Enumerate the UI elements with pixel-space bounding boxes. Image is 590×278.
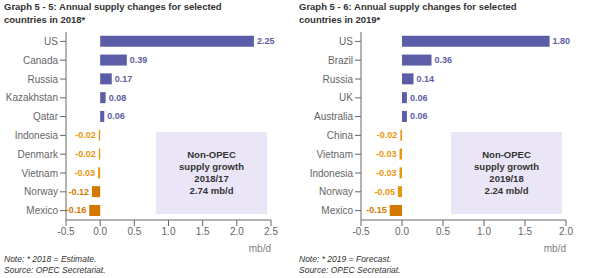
svg-text:2.5: 2.5 (264, 226, 278, 237)
svg-text:Norway: Norway (319, 186, 353, 197)
svg-text:0.06: 0.06 (107, 111, 125, 121)
svg-text:Kazakhstan: Kazakhstan (8, 92, 58, 103)
svg-text:-0.03: -0.03 (75, 168, 96, 178)
svg-text:-0.16: -0.16 (66, 205, 87, 215)
svg-text:1.5: 1.5 (518, 226, 532, 237)
html-text:Non-OPEC supply growth 2018/17: Non-OPEC supply growth 2018/17 2.74 mb/d (179, 149, 244, 196)
svg-text:Vietnam: Vietnam (316, 149, 353, 160)
svg-text:UK: UK (339, 92, 353, 103)
svg-text:0.5: 0.5 (127, 226, 141, 237)
svg-text:-0.5: -0.5 (57, 226, 75, 237)
svg-text:Australia: Australia (314, 111, 353, 122)
svg-text:1.0: 1.0 (162, 226, 176, 237)
svg-text:-0.12: -0.12 (68, 187, 89, 197)
svg-text:US: US (339, 36, 353, 47)
svg-text:Mexico: Mexico (321, 205, 353, 216)
svg-text:Qatar: Qatar (33, 111, 59, 122)
html-text:Graph 5 - 5: Annual supply cha: Graph 5 - 5: Annual supply changes for s… (4, 1, 222, 25)
svg-text:0.17: 0.17 (115, 74, 133, 84)
svg-text:2.25: 2.25 (257, 36, 275, 46)
svg-text:-0.15: -0.15 (366, 205, 387, 215)
html-text:Graph 5 - 6: Annual supply cha: Graph 5 - 6: Annual supply changes for s… (299, 1, 517, 25)
svg-text:0.0: 0.0 (395, 226, 409, 237)
svg-text:0.06: 0.06 (410, 111, 428, 121)
svg-text:-0.05: -0.05 (374, 187, 395, 197)
svg-text:1.80: 1.80 (553, 36, 571, 46)
svg-text:mb/d: mb/d (544, 243, 566, 254)
svg-text:-0.5: -0.5 (352, 226, 370, 237)
svg-text:Canada: Canada (23, 55, 58, 66)
svg-text:Russia: Russia (322, 74, 353, 85)
svg-text:Norway: Norway (24, 186, 58, 197)
svg-text:Indonesia: Indonesia (15, 130, 59, 141)
svg-text:2.0: 2.0 (230, 226, 244, 237)
svg-text:-0.02: -0.02 (377, 130, 398, 140)
svg-text:China: China (327, 130, 354, 141)
html-text:Non-OPEC supply growth 2019/18: Non-OPEC supply growth 2019/18 2.24 mb/d (474, 149, 539, 196)
svg-text:Russia: Russia (27, 74, 58, 85)
svg-text:Denmark: Denmark (17, 149, 59, 160)
svg-text:-0.03: -0.03 (376, 168, 397, 178)
svg-text:0.14: 0.14 (416, 74, 434, 84)
svg-text:-0.02: -0.02 (75, 149, 96, 159)
svg-text:Brazil: Brazil (328, 55, 353, 66)
svg-text:0.36: 0.36 (435, 55, 453, 65)
svg-text:mb/d: mb/d (249, 243, 271, 254)
svg-text:1.5: 1.5 (196, 226, 210, 237)
svg-text:0.39: 0.39 (130, 55, 148, 65)
svg-text:-0.02: -0.02 (75, 130, 96, 140)
svg-text:0.0: 0.0 (93, 226, 107, 237)
svg-text:0.5: 0.5 (436, 226, 450, 237)
svg-text:1.0: 1.0 (477, 226, 491, 237)
svg-text:2.0: 2.0 (559, 226, 573, 237)
html-text:Note: * 2019 = Forecast. Sourc: Note: * 2019 = Forecast. Source: OPEC Se… (299, 254, 401, 275)
svg-text:0.08: 0.08 (109, 93, 127, 103)
svg-text:Indonesia: Indonesia (310, 168, 354, 179)
svg-text:0.06: 0.06 (410, 93, 428, 103)
svg-text:Vietnam: Vietnam (21, 168, 58, 179)
svg-text:US: US (44, 36, 58, 47)
svg-text:-0.03: -0.03 (376, 149, 397, 159)
svg-text:Mexico: Mexico (26, 205, 58, 216)
html-text:Note: * 2018 = Estimate. Sourc: Note: * 2018 = Estimate. Source: OPEC Se… (4, 254, 106, 275)
